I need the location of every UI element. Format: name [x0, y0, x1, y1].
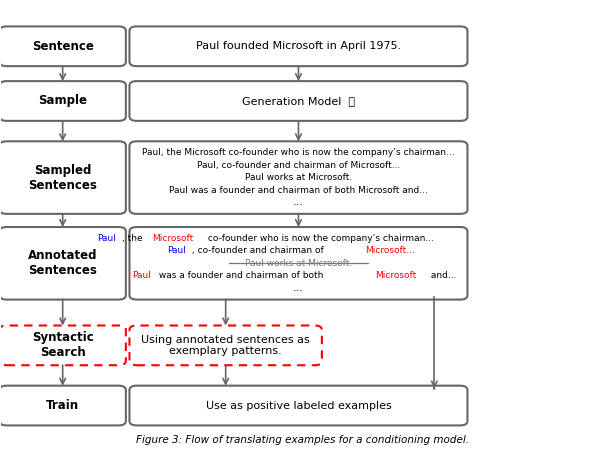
- FancyBboxPatch shape: [130, 27, 467, 66]
- Text: Paul founded Microsoft in April 1975.: Paul founded Microsoft in April 1975.: [196, 41, 401, 51]
- Text: Microsoft: Microsoft: [152, 234, 193, 243]
- Text: Annotated
Sentences: Annotated Sentences: [28, 249, 98, 277]
- FancyBboxPatch shape: [130, 81, 467, 121]
- Text: Sample: Sample: [38, 94, 87, 108]
- Text: Paul: Paul: [132, 271, 151, 280]
- FancyBboxPatch shape: [0, 27, 126, 66]
- Text: Paul works at Microsoft.: Paul works at Microsoft.: [245, 173, 352, 182]
- Text: Train: Train: [46, 399, 79, 412]
- FancyBboxPatch shape: [0, 227, 126, 300]
- Text: Paul, co-founder and chairman of Microsoft...: Paul, co-founder and chairman of Microso…: [197, 161, 400, 170]
- Text: Use as positive labeled examples: Use as positive labeled examples: [205, 400, 391, 410]
- Text: , the: , the: [122, 234, 145, 243]
- Text: ...: ...: [293, 283, 304, 293]
- Text: , co-founder and chairman of: , co-founder and chairman of: [192, 246, 327, 255]
- FancyBboxPatch shape: [0, 81, 126, 121]
- Text: co-founder who is now the company’s chairman...: co-founder who is now the company’s chai…: [205, 234, 434, 243]
- Text: Paul was a founder and chairman of both Microsoft and...: Paul was a founder and chairman of both …: [169, 185, 428, 194]
- Text: ...: ...: [293, 198, 304, 207]
- Text: was a founder and chairman of both: was a founder and chairman of both: [156, 271, 327, 280]
- FancyBboxPatch shape: [130, 141, 467, 214]
- Text: Paul works at Microsoft.: Paul works at Microsoft.: [245, 259, 352, 268]
- FancyBboxPatch shape: [130, 386, 467, 425]
- Text: Sentence: Sentence: [32, 40, 93, 53]
- Text: Microsoft: Microsoft: [375, 271, 416, 280]
- Text: Paul, the Microsoft co-founder who is now the company’s chairman...: Paul, the Microsoft co-founder who is no…: [142, 148, 454, 157]
- Text: Syntactic
Search: Syntactic Search: [32, 331, 93, 360]
- Text: Using annotated sentences as
exemplary patterns.: Using annotated sentences as exemplary p…: [141, 334, 310, 356]
- Text: Generation Model  🎲: Generation Model 🎲: [242, 96, 355, 106]
- FancyBboxPatch shape: [130, 227, 467, 300]
- FancyBboxPatch shape: [0, 386, 126, 425]
- Text: Paul: Paul: [167, 246, 187, 255]
- Text: Paul: Paul: [97, 234, 116, 243]
- FancyBboxPatch shape: [0, 325, 126, 365]
- FancyBboxPatch shape: [0, 141, 126, 214]
- FancyBboxPatch shape: [130, 325, 322, 365]
- Text: Microsoft...: Microsoft...: [365, 246, 415, 255]
- Text: and...: and...: [428, 271, 457, 280]
- Text: Figure 3: Flow of translating examples for a conditioning model.: Figure 3: Flow of translating examples f…: [136, 435, 470, 445]
- Text: Sampled
Sentences: Sampled Sentences: [28, 164, 97, 192]
